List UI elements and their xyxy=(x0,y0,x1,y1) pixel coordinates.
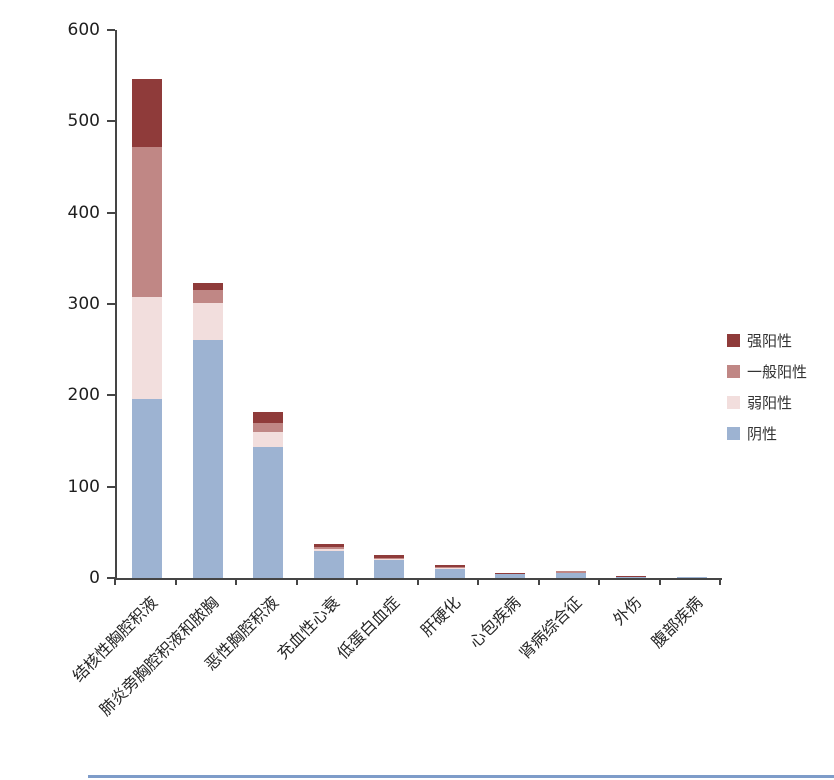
y-axis-tick-mark xyxy=(107,485,115,488)
bar-segment-阴性 xyxy=(616,576,647,578)
legend-swatch-icon xyxy=(727,334,740,347)
legend-item: 弱阳性 xyxy=(727,392,807,413)
bar-segment-阴性 xyxy=(192,339,223,578)
bar-segment-弱阳性 xyxy=(374,558,405,560)
bar-segment-一般阳性 xyxy=(253,422,284,432)
bar xyxy=(374,30,405,578)
bar-segment-阴性 xyxy=(313,550,344,578)
bar-segment-阴性 xyxy=(555,572,586,578)
y-axis-tick-mark xyxy=(107,120,115,123)
x-axis-tick-mark xyxy=(477,578,479,585)
bar-segment-弱阳性 xyxy=(313,548,344,551)
x-axis-tick-mark xyxy=(598,578,600,585)
legend-label: 一般阳性 xyxy=(747,363,808,381)
x-axis-tick-mark xyxy=(537,578,540,585)
y-axis-tick-label: 0 xyxy=(89,568,100,588)
x-axis-tick-mark xyxy=(658,578,661,585)
bar-segment-阴性 xyxy=(434,568,465,578)
bar-segment-阴性 xyxy=(374,559,405,578)
y-axis-tick-mark xyxy=(107,394,115,397)
legend-swatch-icon xyxy=(727,365,740,378)
legend-label: 阴性 xyxy=(747,425,778,443)
bar xyxy=(434,30,465,578)
legend: 强阳性一般阳性弱阳性阴性 xyxy=(727,330,807,454)
legend-item: 强阳性 xyxy=(727,330,807,351)
bar-segment-一般阳性 xyxy=(192,290,223,304)
y-axis-tick-mark xyxy=(107,303,115,305)
x-axis-tick-mark xyxy=(114,578,116,585)
x-axis-tick-mark xyxy=(235,578,237,585)
bar xyxy=(616,30,647,578)
legend-swatch-icon xyxy=(727,427,740,440)
bar xyxy=(555,30,586,578)
bar xyxy=(676,30,707,578)
y-axis-tick-mark xyxy=(107,577,115,579)
bottom-divider xyxy=(88,775,834,778)
x-axis-tick-mark xyxy=(416,578,419,585)
bar xyxy=(495,30,526,578)
bar-segment-强阳性 xyxy=(253,411,284,423)
bar-segment-一般阳性 xyxy=(374,557,405,559)
x-axis-tick-mark xyxy=(295,578,298,585)
bar xyxy=(132,30,163,578)
bar-segment-强阳性 xyxy=(374,555,405,558)
bar-segment-弱阳性 xyxy=(192,303,223,340)
bar-segment-强阳性 xyxy=(313,544,344,547)
bar-segment-强阳性 xyxy=(616,575,647,578)
y-axis-tick-label: 400 xyxy=(67,202,100,223)
bar-segment-一般阳性 xyxy=(313,546,344,549)
y-axis-tick-label: 200 xyxy=(67,385,100,406)
bar-segment-弱阳性 xyxy=(434,567,465,569)
x-axis-tick-mark xyxy=(719,578,721,585)
plot-area xyxy=(115,30,722,580)
bar-segment-强阳性 xyxy=(192,283,223,291)
bar-segment-阴性 xyxy=(676,576,707,578)
bar-segment-强阳性 xyxy=(132,79,163,147)
legend-label: 弱阳性 xyxy=(747,394,793,412)
bar-segment-一般阳性 xyxy=(132,146,163,297)
y-axis-tick-label: 100 xyxy=(67,476,100,497)
legend-label: 强阳性 xyxy=(747,332,793,350)
bar-segment-弱阳性 xyxy=(253,431,284,448)
bar-segment-阴性 xyxy=(132,399,163,578)
legend-swatch-icon xyxy=(727,396,740,409)
legend-item: 一般阳性 xyxy=(727,361,807,382)
y-axis-tick-mark xyxy=(107,29,115,31)
bar xyxy=(253,30,284,578)
bar-segment-强阳性 xyxy=(434,565,465,568)
bar-segment-阴性 xyxy=(495,574,526,578)
x-axis-tick-mark xyxy=(356,578,358,585)
bar-segment-弱阳性 xyxy=(132,296,163,399)
bar-segment-一般阳性 xyxy=(434,566,465,568)
bar xyxy=(192,30,223,578)
y-axis-tick-label: 600 xyxy=(67,20,100,40)
bar-segment-强阳性 xyxy=(495,572,526,575)
x-axis-tick-mark xyxy=(174,578,177,585)
bar-segment-一般阳性 xyxy=(555,571,586,573)
bar xyxy=(313,30,344,578)
bar-segment-阴性 xyxy=(253,447,284,578)
y-axis-tick-label: 300 xyxy=(67,294,100,314)
y-axis-tick-label: 500 xyxy=(67,111,100,132)
y-axis-tick-mark xyxy=(107,211,115,214)
legend-item: 阴性 xyxy=(727,423,807,444)
